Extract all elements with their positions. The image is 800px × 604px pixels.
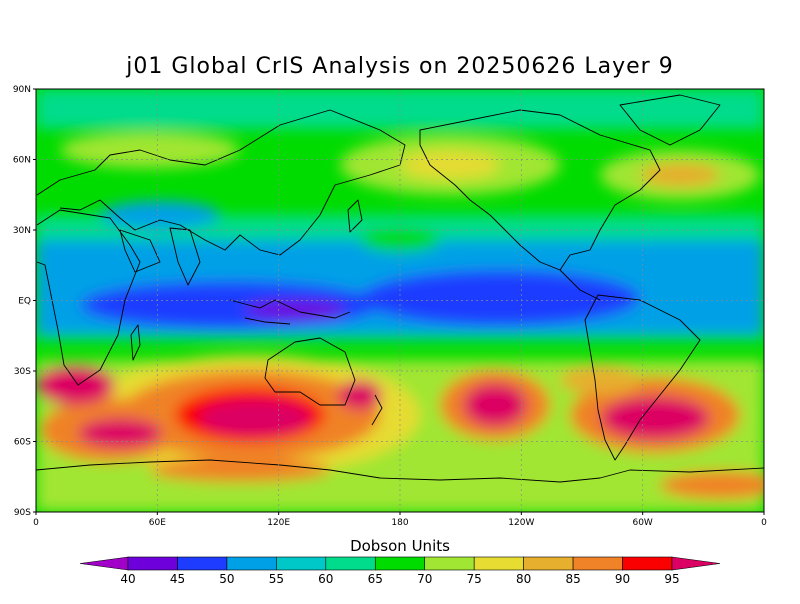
colorbar-level-label: 50 (219, 572, 234, 586)
colorbar-swatch (622, 556, 673, 571)
lon-tick-label: 0 (33, 518, 39, 528)
colorbar-level-label: 45 (170, 572, 185, 586)
colorbar: 40 45 50 55 60 65 70 75 80 85 90 95 (79, 556, 721, 586)
colorbar-title: Dobson Units (350, 537, 450, 555)
lat-tick-label: 90S (14, 508, 31, 518)
lon-tick-label: 180 (391, 518, 408, 528)
lon-tick-label: 120W (508, 518, 534, 528)
colorbar-level-label: 55 (269, 572, 284, 586)
latitude-axis: 90N 60N 30N EQ 30S 60S 90S (13, 85, 36, 518)
lon-tick-label: 0 (761, 518, 767, 528)
colorbar-swatch (523, 556, 574, 571)
coastlines (36, 94, 764, 483)
lat-tick-label: EQ (18, 297, 31, 307)
colorbar-arrow-high (671, 556, 721, 571)
colorbar-level-label: 90 (615, 572, 630, 586)
lon-tick-label: 120E (267, 518, 290, 528)
colorbar-swatch (572, 556, 623, 571)
colorbar-swatch (276, 556, 327, 571)
colorbar-level-label: 70 (417, 572, 432, 586)
lon-tick-label: 60W (632, 518, 652, 528)
colorbar-level-label: 80 (516, 572, 531, 586)
colorbar-level-label: 60 (318, 572, 333, 586)
colorbar-level-label: 85 (565, 572, 580, 586)
map-title: j01 Global CrIS Analysis on 20250626 Lay… (126, 54, 674, 79)
graticule (36, 89, 764, 512)
lat-tick-label: 30N (13, 226, 31, 236)
longitude-axis: 0 60E 120E 180 120W 60W 0 (33, 512, 767, 528)
colorbar-level-label: 75 (467, 572, 482, 586)
colorbar-swatch (177, 556, 228, 571)
lat-tick-label: 90N (13, 85, 31, 95)
colorbar-level-label: 40 (120, 572, 135, 586)
colorbar-swatch (127, 556, 178, 571)
lat-tick-label: 60S (14, 438, 31, 448)
colorbar-swatch (325, 556, 376, 571)
lat-tick-label: 60N (13, 156, 31, 166)
colorbar-swatch (424, 556, 475, 571)
colorbar-arrow-low (79, 556, 129, 571)
lon-tick-label: 60E (149, 518, 166, 528)
lat-tick-label: 30S (14, 367, 31, 377)
colorbar-level-label: 95 (664, 572, 679, 586)
colorbar-swatch (226, 556, 277, 571)
colorbar-level-label: 65 (368, 572, 383, 586)
colorbar-swatch (374, 556, 426, 571)
colorbar-swatch (473, 556, 524, 571)
